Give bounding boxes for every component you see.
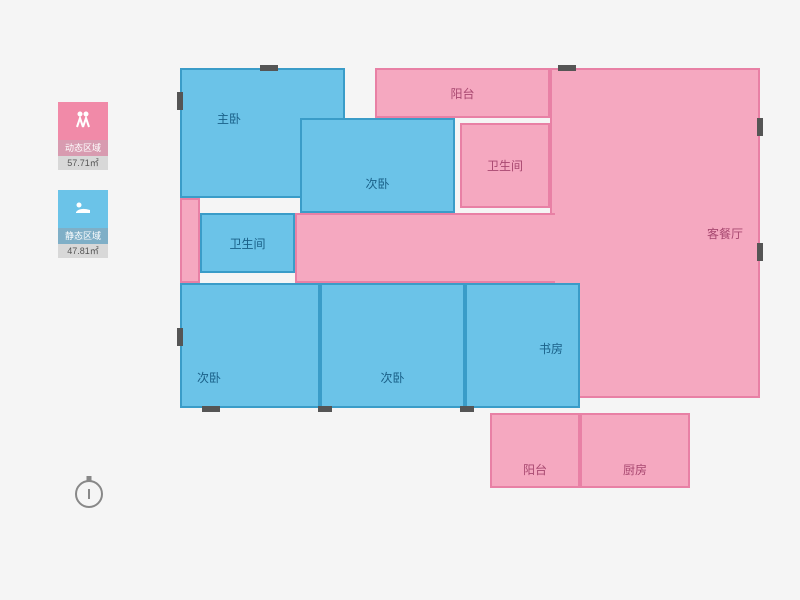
room-bathroom-2: 卫生间 <box>200 213 295 273</box>
legend-static: 静态区域 47.81㎡ <box>58 190 108 258</box>
room-study-label: 书房 <box>539 340 563 357</box>
room-balcony-bottom: 阳台 <box>490 413 580 488</box>
wall-mark <box>558 65 576 71</box>
wall-mark <box>318 406 332 412</box>
room-master-label: 主卧 <box>217 110 241 127</box>
room-living: 客餐厅 <box>550 68 760 398</box>
legend-static-label: 静态区域 <box>58 228 108 244</box>
room-balcony-top: 阳台 <box>375 68 550 118</box>
wall-mark <box>202 406 220 412</box>
room-living-label: 客餐厅 <box>707 225 743 242</box>
wall-mark <box>460 406 474 412</box>
room-bath2-label: 卫生间 <box>229 235 265 252</box>
room-left-strip <box>180 198 200 283</box>
legend-dynamic-label: 动态区域 <box>58 140 108 156</box>
room-balcony-bottom-label: 阳台 <box>523 461 547 478</box>
people-icon <box>73 109 93 134</box>
wall-mark <box>177 92 183 110</box>
legend-static-value: 47.81㎡ <box>58 244 108 258</box>
legend-panel: 动态区域 57.71㎡ 静态区域 47.81㎡ <box>58 102 108 278</box>
compass-icon <box>75 480 103 508</box>
legend-dynamic: 动态区域 57.71㎡ <box>58 102 108 170</box>
legend-dynamic-box <box>58 102 108 140</box>
wall-mark <box>177 328 183 346</box>
room-secondary-bed-1: 次卧 <box>300 118 455 213</box>
room-secondary-bed-3: 次卧 <box>320 283 465 408</box>
wall-mark <box>757 243 763 261</box>
room-sec2-label: 次卧 <box>197 369 221 386</box>
legend-dynamic-value: 57.71㎡ <box>58 156 108 170</box>
room-balcony-top-label: 阳台 <box>450 85 474 102</box>
legend-static-box <box>58 190 108 228</box>
wall-mark <box>260 65 278 71</box>
floorplan-canvas: 客餐厅 阳台 主卧 次卧 卫生间 卫生间 次卧 次卧 书房 阳台 厨房 <box>180 68 760 538</box>
room-kitchen: 厨房 <box>580 413 690 488</box>
wall-mark <box>757 118 763 136</box>
room-bathroom-1: 卫生间 <box>460 123 550 208</box>
room-secondary-bed-2: 次卧 <box>180 283 320 408</box>
rest-icon <box>73 197 93 222</box>
room-hallway <box>295 213 555 283</box>
room-sec1-label: 次卧 <box>365 175 389 192</box>
room-study: 书房 <box>465 283 580 408</box>
room-kitchen-label: 厨房 <box>623 461 647 478</box>
room-sec3-label: 次卧 <box>380 369 404 386</box>
room-bath1-label: 卫生间 <box>487 157 523 174</box>
